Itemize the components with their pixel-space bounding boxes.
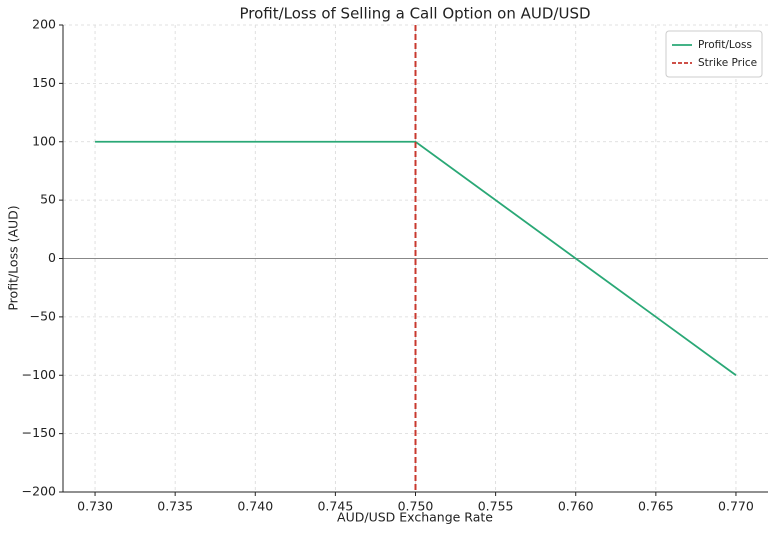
x-tick-label: 0.750 <box>398 499 434 514</box>
x-axis-label: AUD/USD Exchange Rate <box>337 510 493 525</box>
legend-label: Strike Price <box>698 57 757 69</box>
legend-box <box>665 30 763 78</box>
y-axis-label: Profit/Loss (AUD) <box>6 205 21 310</box>
x-tick-label: 0.765 <box>638 499 674 514</box>
line-series <box>95 140 737 376</box>
legend-label: Profit/Loss <box>698 39 752 51</box>
x-tick-label: 0.730 <box>77 499 113 514</box>
chart-title: Profit/Loss of Selling a Call Option on … <box>239 5 590 23</box>
y-tick-label: −200 <box>22 484 56 499</box>
x-tick-label: 0.740 <box>237 499 273 514</box>
x-tick-label: 0.770 <box>718 499 754 514</box>
y-tick-label: −100 <box>22 367 56 382</box>
x-tick-label: 0.745 <box>317 499 353 514</box>
y-tick-label: 100 <box>32 133 56 148</box>
y-tick-label: 0 <box>48 250 56 265</box>
x-tick-label: 0.760 <box>558 499 594 514</box>
y-tick-label: 200 <box>32 17 56 32</box>
x-tick-label: 0.735 <box>157 499 193 514</box>
y-tick-label: −150 <box>22 425 56 440</box>
y-tick-label: 50 <box>40 192 56 207</box>
y-tick-label: −50 <box>30 308 56 323</box>
x-tick-label: 0.755 <box>478 499 514 514</box>
y-tick-label: 150 <box>32 75 56 90</box>
